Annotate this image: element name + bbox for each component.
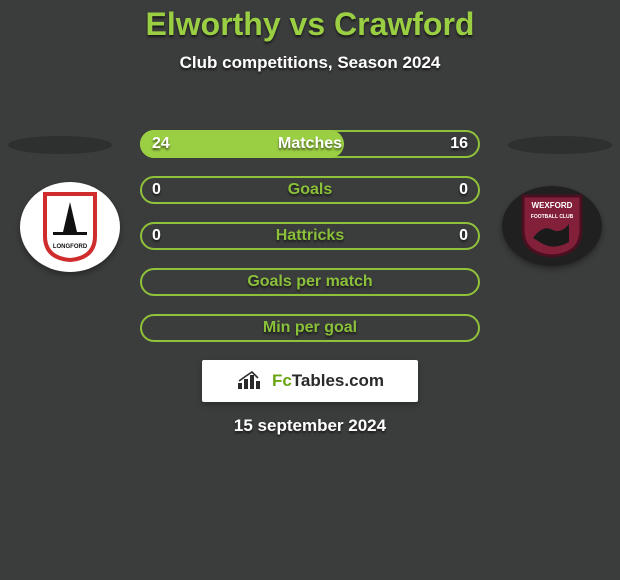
stat-value-left: 24: [152, 135, 170, 153]
page-subtitle: Club competitions, Season 2024: [0, 53, 620, 73]
brand-text: FcTables.com: [272, 371, 384, 391]
stat-label: Min per goal: [263, 319, 357, 337]
stat-value-right: 0: [459, 227, 468, 245]
comparison-card: Elworthy vs Crawford Club competitions, …: [0, 6, 620, 580]
team-crest-right: WEXFORD FOOTBALL CLUB: [502, 186, 602, 266]
stat-label: Goals: [288, 181, 332, 199]
team-crest-left: LONGFORD: [20, 182, 120, 272]
page-title: Elworthy vs Crawford: [0, 6, 620, 43]
longford-town-crest-icon: LONGFORD: [41, 192, 99, 262]
brand-suffix: Tables.com: [292, 371, 384, 390]
chart-icon: [236, 371, 266, 391]
svg-text:LONGFORD: LONGFORD: [53, 244, 88, 250]
stat-row: Min per goal: [140, 314, 480, 342]
stat-row: Matches 24 16: [140, 130, 480, 158]
date-label: 15 september 2024: [0, 416, 620, 436]
stat-value-right: 0: [459, 181, 468, 199]
stat-value-left: 0: [152, 227, 161, 245]
player-right-shadow: [508, 136, 612, 154]
brand-prefix: Fc: [272, 371, 292, 390]
stat-row: Goals 0 0: [140, 176, 480, 204]
player-left-shadow: [8, 136, 112, 154]
stats-list: Matches 24 16 Goals 0 0 Hattricks 0 0 Goals per m…: [140, 130, 480, 360]
stat-value-right: 16: [450, 135, 468, 153]
stat-label: Matches: [278, 135, 342, 153]
svg-text:FOOTBALL CLUB: FOOTBALL CLUB: [531, 214, 574, 220]
brand-box: FcTables.com: [202, 360, 418, 402]
stat-label: Goals per match: [247, 273, 372, 291]
stat-value-left: 0: [152, 181, 161, 199]
stat-row: Hattricks 0 0: [140, 222, 480, 250]
stat-label: Hattricks: [276, 227, 344, 245]
stat-row: Goals per match: [140, 268, 480, 296]
wexford-crest-icon: WEXFORD FOOTBALL CLUB: [519, 194, 585, 258]
svg-text:WEXFORD: WEXFORD: [532, 201, 573, 210]
